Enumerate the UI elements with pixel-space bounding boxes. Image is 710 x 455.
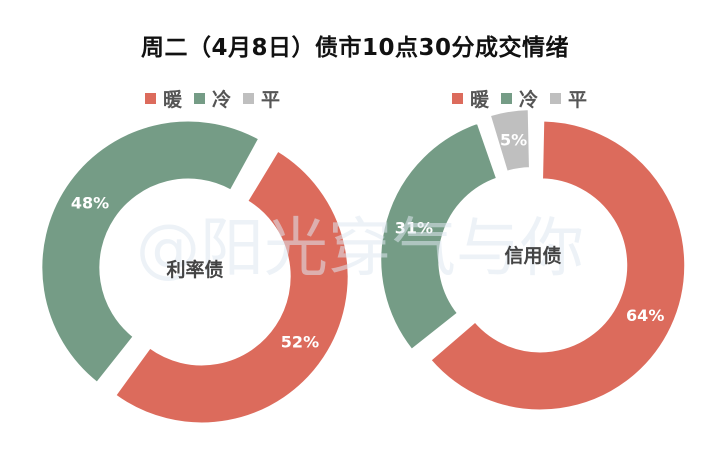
legend-swatch-warm bbox=[145, 92, 156, 104]
legend-swatch-cold bbox=[501, 92, 513, 104]
watermark-text: @阳光穿气与你 bbox=[136, 212, 584, 286]
legend-swatch-warm bbox=[452, 92, 463, 104]
donut-chart-rate-bonds: 52% 48%% bbox=[40, 119, 350, 425]
legend-item-warm: 暖 bbox=[452, 85, 489, 112]
slice-label-credit-bonds-warm: 64% bbox=[626, 306, 664, 325]
slice-label-rate-bonds-cold: 48% bbox=[71, 193, 109, 212]
legend-item-flat: 平 bbox=[243, 85, 280, 112]
legend-item-flat: 平 bbox=[550, 85, 587, 112]
center-label-rate-bonds: 利率债 bbox=[166, 258, 223, 281]
legend-label-warm: 暖 bbox=[163, 88, 183, 111]
legend-label-flat: 平 bbox=[261, 88, 281, 111]
slice-label-credit-bonds-cold: 31% bbox=[395, 218, 433, 237]
legend-swatch-flat bbox=[550, 92, 562, 104]
donut-slice-credit-bonds-flat bbox=[488, 108, 531, 174]
legend-swatch-flat bbox=[243, 92, 255, 104]
legend-label-warm: 暖 bbox=[470, 88, 490, 111]
legend-item-cold: 冷 bbox=[501, 85, 538, 112]
donut-slice-credit-bonds-cold bbox=[379, 121, 499, 352]
donut-slice-rate-bonds-cold bbox=[40, 119, 261, 385]
legend-right: 暖 冷 平 bbox=[452, 85, 599, 112]
chart-title: 周二（4月8日）债市10点30分成交情绪 bbox=[140, 35, 570, 61]
legend-left: 暖 冷 平 bbox=[145, 85, 292, 112]
legend-label-cold: 冷 bbox=[212, 88, 232, 111]
center-label-credit-bonds: 信用债 bbox=[504, 244, 561, 267]
donut-slice-rate-bonds-warm bbox=[113, 149, 350, 425]
legend-item-cold: 冷 bbox=[194, 85, 231, 112]
legend-swatch-cold bbox=[194, 92, 206, 104]
legend-item-warm: 暖 bbox=[145, 85, 182, 112]
slice-label-rate-bonds-warm: 52% bbox=[281, 333, 319, 352]
donut-chart-credit-bonds: 64% 31% 5% bbox=[379, 108, 687, 412]
legend-label-flat: 平 bbox=[568, 88, 588, 111]
legend-label-cold: 冷 bbox=[519, 88, 539, 111]
slice-label-rate-bonds-flat: % bbox=[250, 154, 266, 173]
donut-slice-credit-bonds-warm bbox=[429, 119, 687, 412]
slice-label-credit-bonds-flat: 5% bbox=[500, 131, 527, 150]
